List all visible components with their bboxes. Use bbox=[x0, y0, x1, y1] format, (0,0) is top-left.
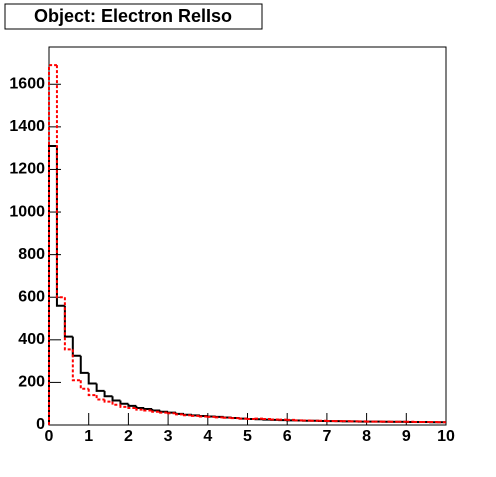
histogram-bin bbox=[144, 408, 152, 409]
histogram-bin bbox=[176, 413, 184, 414]
x-tick-label: 2 bbox=[124, 428, 133, 445]
histogram-bin bbox=[113, 396, 121, 400]
histogram-bin bbox=[128, 407, 136, 408]
x-tick-label: 0 bbox=[45, 428, 54, 445]
x-tick-label: 8 bbox=[362, 428, 371, 445]
x-tick-label: 10 bbox=[437, 428, 455, 445]
histogram-bin bbox=[152, 409, 160, 410]
histogram-bin bbox=[65, 297, 73, 349]
histogram-bin bbox=[89, 389, 97, 395]
histogram-bin bbox=[49, 65, 57, 425]
x-tick-label: 9 bbox=[402, 428, 411, 445]
x-tick-label: 5 bbox=[243, 428, 252, 445]
histogram-bin bbox=[57, 65, 65, 297]
histogram-bin bbox=[105, 399, 113, 401]
x-tick-label: 6 bbox=[283, 428, 292, 445]
x-tick-label: 1 bbox=[84, 428, 93, 445]
histogram-bin bbox=[97, 383, 105, 390]
histogram-bin bbox=[89, 373, 97, 384]
histogram-bin bbox=[57, 146, 65, 306]
x-tick-label: 4 bbox=[203, 428, 212, 445]
y-tick-label: 1000 bbox=[9, 203, 45, 220]
histogram-bin bbox=[81, 380, 89, 389]
histogram-bin bbox=[120, 401, 128, 404]
histogram-bin bbox=[160, 411, 168, 412]
x-tick-label: 3 bbox=[164, 428, 173, 445]
y-tick-label: 400 bbox=[18, 331, 45, 348]
histogram-bin bbox=[49, 146, 57, 425]
y-tick-label: 1400 bbox=[9, 118, 45, 135]
y-tick-label: 1200 bbox=[9, 161, 45, 178]
y-tick-label: 800 bbox=[18, 246, 45, 263]
y-tick-label: 1600 bbox=[9, 75, 45, 92]
histogram-bin bbox=[120, 405, 128, 407]
x-tick-label: 7 bbox=[322, 428, 331, 445]
histogram-bin bbox=[73, 349, 81, 380]
histogram-bin bbox=[136, 406, 144, 408]
y-tick-label: 200 bbox=[18, 374, 45, 391]
histogram-bin bbox=[113, 402, 121, 405]
chart-title: Object: Electron RelIso bbox=[34, 6, 232, 26]
histogram-bin bbox=[65, 306, 73, 337]
plot-frame bbox=[49, 47, 446, 425]
histogram-bin bbox=[105, 391, 113, 396]
histogram-bin bbox=[81, 356, 89, 373]
histogram-bin bbox=[73, 337, 81, 356]
histogram-bin bbox=[128, 404, 136, 406]
histogram-bin bbox=[97, 395, 105, 399]
y-tick-label: 600 bbox=[18, 288, 45, 305]
